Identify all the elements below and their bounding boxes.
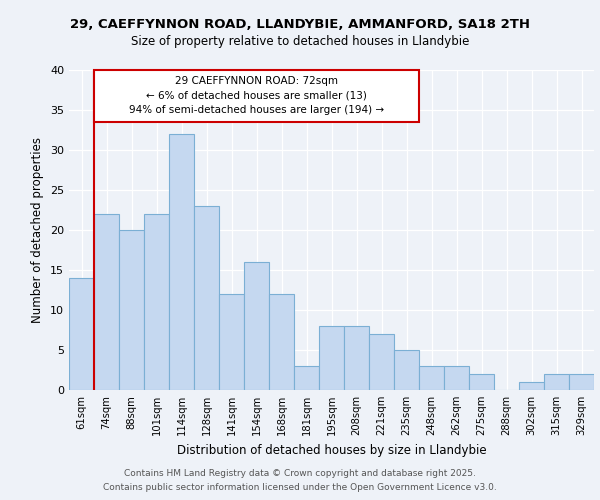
- Text: Size of property relative to detached houses in Llandybie: Size of property relative to detached ho…: [131, 35, 469, 48]
- Bar: [94, 70, 419, 122]
- Bar: [369, 334, 394, 390]
- Bar: [194, 206, 219, 390]
- Text: 94% of semi-detached houses are larger (194) →: 94% of semi-detached houses are larger (…: [129, 106, 384, 116]
- Bar: [69, 278, 94, 390]
- Bar: [444, 366, 469, 390]
- Text: 29 CAEFFYNNON ROAD: 72sqm: 29 CAEFFYNNON ROAD: 72sqm: [175, 76, 338, 86]
- Bar: [394, 350, 419, 390]
- Bar: [344, 326, 369, 390]
- Bar: [144, 214, 169, 390]
- Bar: [569, 374, 594, 390]
- Bar: [419, 366, 444, 390]
- Bar: [469, 374, 494, 390]
- Bar: [519, 382, 544, 390]
- Bar: [294, 366, 319, 390]
- Bar: [269, 294, 294, 390]
- Text: Contains public sector information licensed under the Open Government Licence v3: Contains public sector information licen…: [103, 484, 497, 492]
- Y-axis label: Number of detached properties: Number of detached properties: [31, 137, 44, 323]
- Bar: [544, 374, 569, 390]
- Bar: [169, 134, 194, 390]
- Bar: [319, 326, 344, 390]
- Bar: [244, 262, 269, 390]
- Text: ← 6% of detached houses are smaller (13): ← 6% of detached houses are smaller (13): [146, 90, 367, 101]
- Bar: [94, 214, 119, 390]
- Text: 29, CAEFFYNNON ROAD, LLANDYBIE, AMMANFORD, SA18 2TH: 29, CAEFFYNNON ROAD, LLANDYBIE, AMMANFOR…: [70, 18, 530, 30]
- X-axis label: Distribution of detached houses by size in Llandybie: Distribution of detached houses by size …: [176, 444, 487, 456]
- Text: Contains HM Land Registry data © Crown copyright and database right 2025.: Contains HM Land Registry data © Crown c…: [124, 468, 476, 477]
- Bar: [219, 294, 244, 390]
- Bar: [119, 230, 144, 390]
